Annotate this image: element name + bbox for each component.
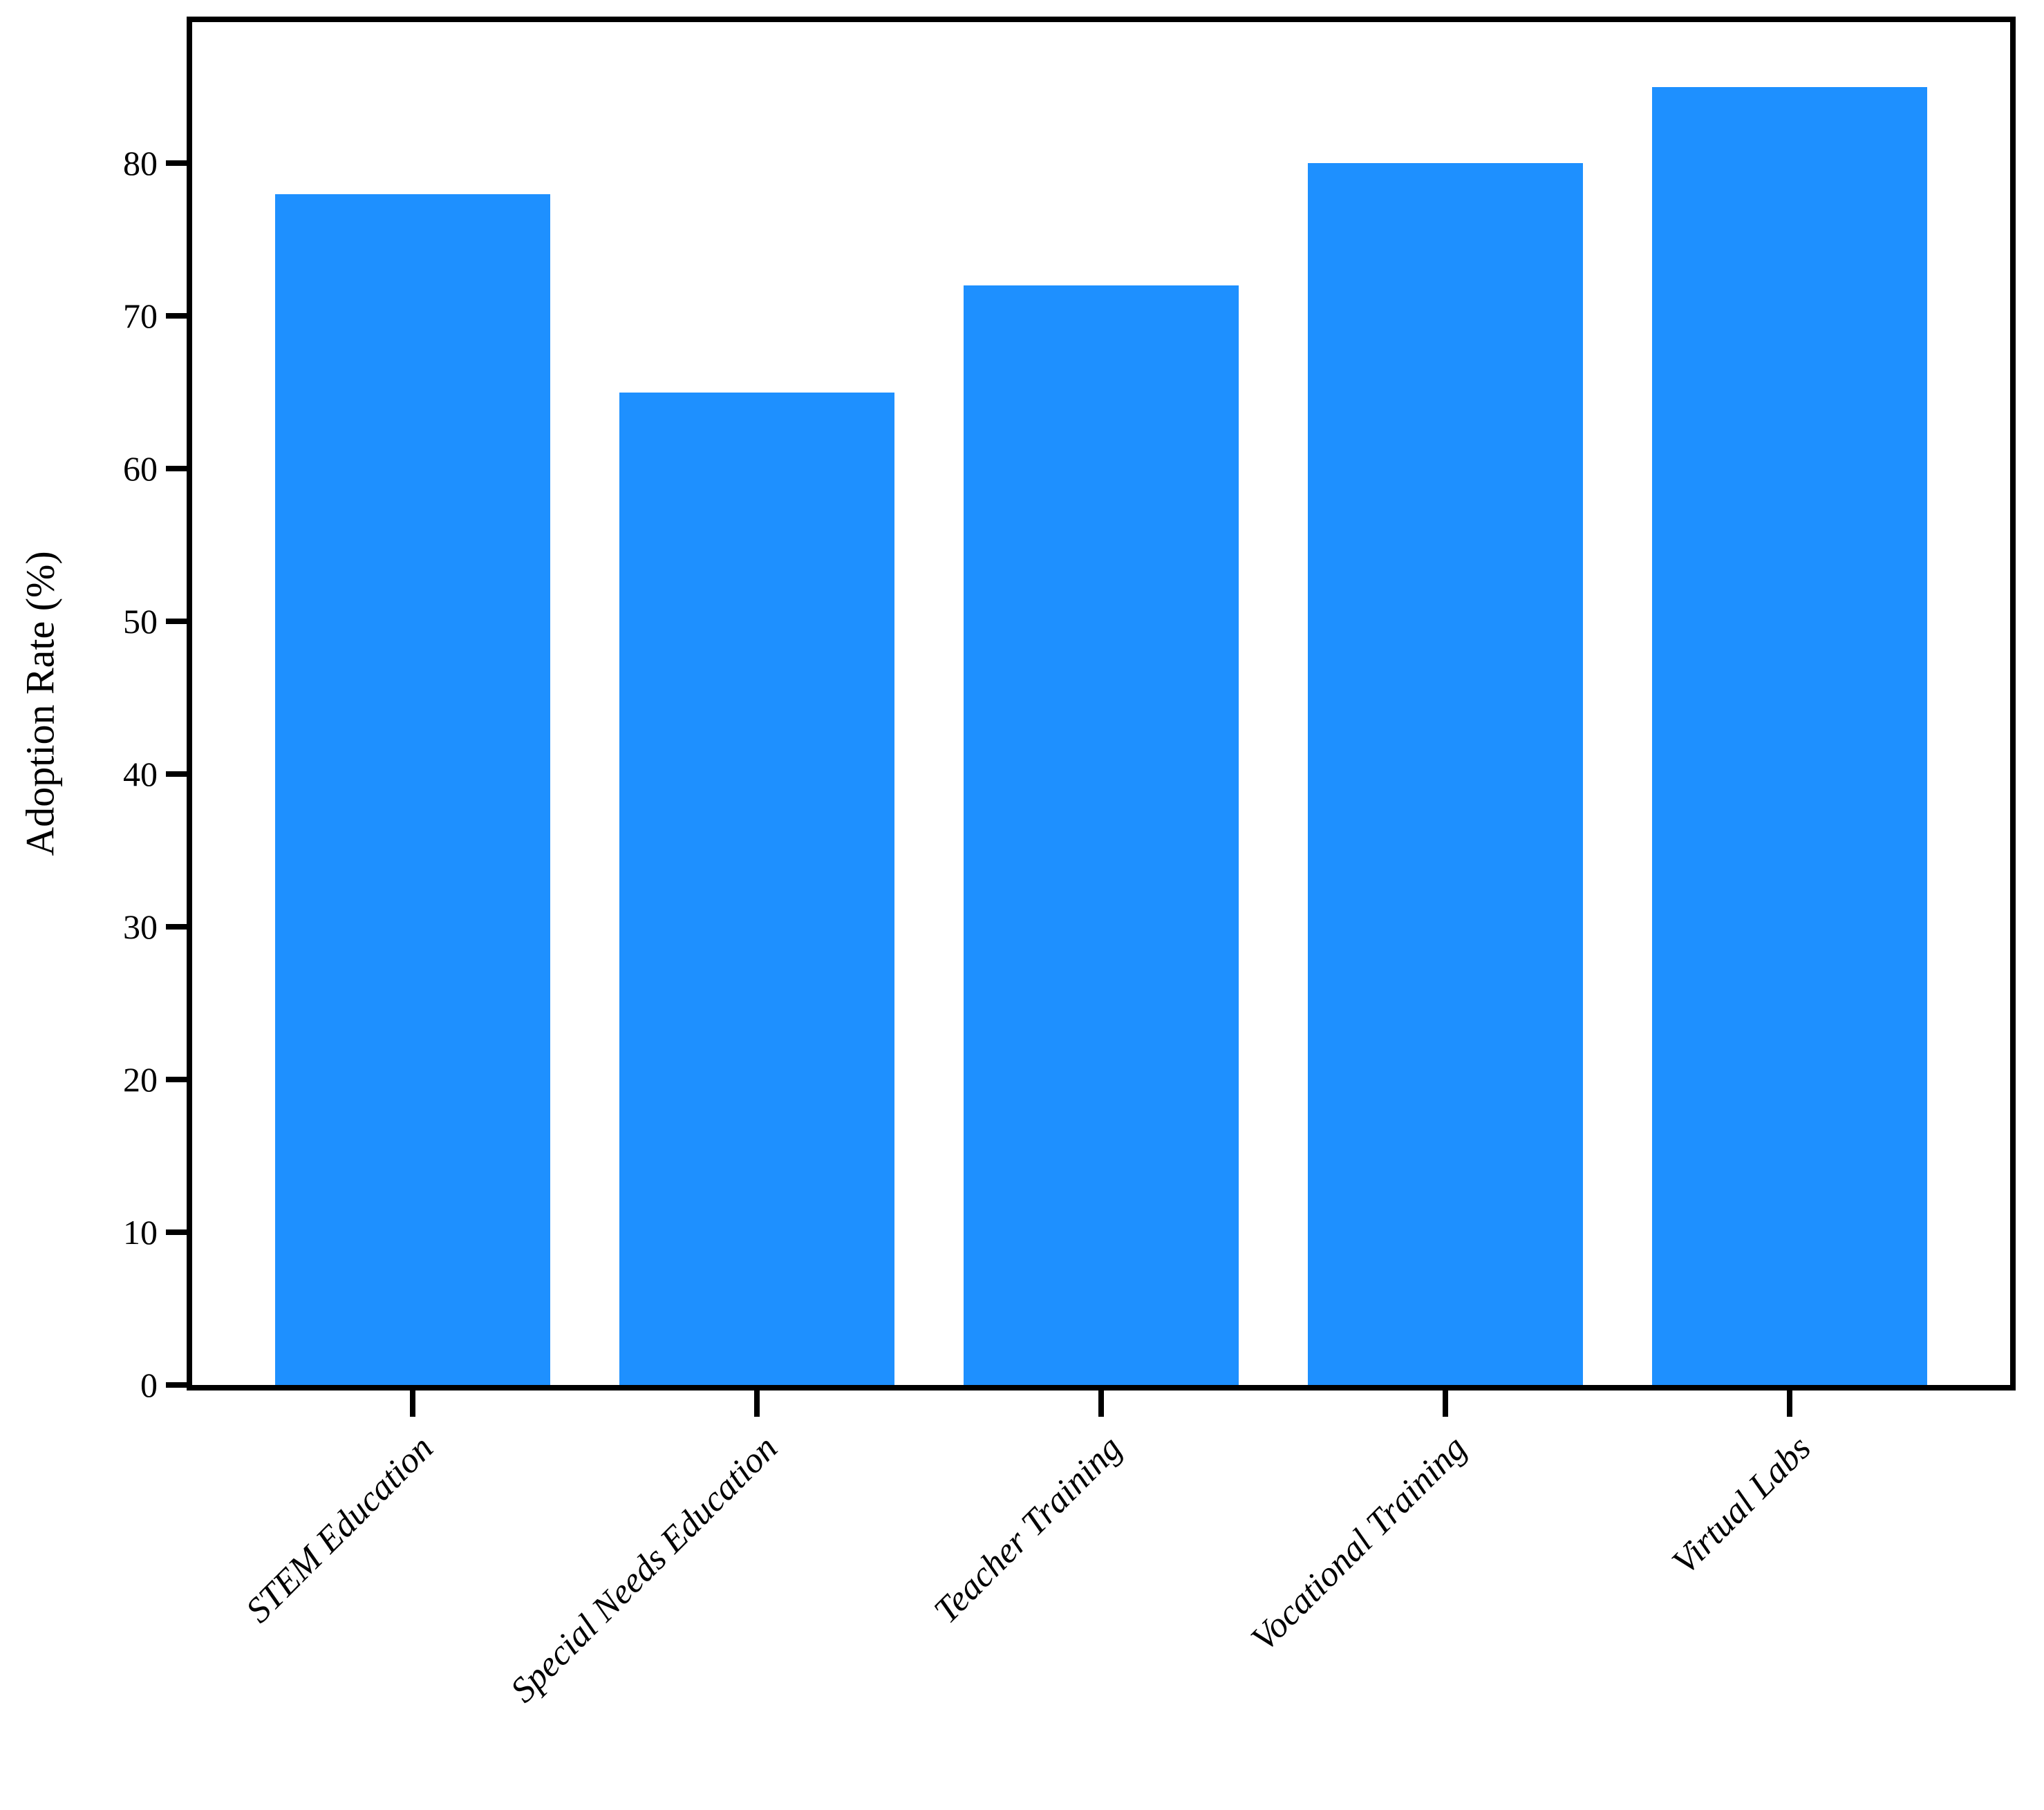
y-tick-mark-30: [166, 924, 192, 930]
y-tick-mark-0: [166, 1382, 192, 1388]
y-tick-mark-70: [166, 313, 192, 319]
y-tick-mark-10: [166, 1229, 192, 1236]
x-tick-label-vocational-training: Vocational Training: [1243, 1428, 1474, 1659]
x-tick-mark-stem-education: [409, 1391, 415, 1417]
y-axis-title: Adoption Rate (%): [17, 551, 63, 856]
y-tick-label-70: 70: [123, 296, 158, 336]
x-tick-mark-special-needs-education: [753, 1391, 760, 1417]
y-tick-mark-50: [166, 619, 192, 625]
y-tick-mark-20: [166, 1077, 192, 1083]
y-tick-label-50: 50: [123, 602, 158, 641]
y-tick-mark-40: [166, 771, 192, 777]
x-tick-label-special-needs-education: Special Needs Education: [503, 1428, 785, 1710]
x-tick-mark-vocational-training: [1443, 1391, 1449, 1417]
x-tick-label-teacher-training: Teacher Training: [926, 1428, 1130, 1632]
bar-stem-education: [274, 194, 551, 1385]
bar-vocational-training: [1307, 163, 1584, 1385]
y-tick-mark-80: [166, 160, 192, 167]
bar-teacher-training: [963, 285, 1239, 1385]
y-tick-label-60: 60: [123, 449, 158, 489]
plot-area: [187, 17, 2016, 1391]
y-tick-label-30: 30: [123, 907, 158, 947]
y-tick-mark-60: [166, 466, 192, 472]
bar-virtual-labs: [1651, 86, 1928, 1385]
x-tick-label-virtual-labs: Virtual Labs: [1664, 1428, 1819, 1583]
bar-special-needs-education: [619, 392, 895, 1385]
x-tick-mark-teacher-training: [1098, 1391, 1104, 1417]
y-tick-label-20: 20: [123, 1060, 158, 1100]
y-tick-label-0: 0: [140, 1366, 158, 1404]
x-tick-label-stem-education: STEM Education: [238, 1428, 441, 1631]
y-tick-label-80: 80: [123, 144, 158, 183]
x-tick-mark-virtual-labs: [1787, 1391, 1793, 1417]
y-tick-label-10: 10: [123, 1213, 158, 1252]
y-tick-label-40: 40: [123, 755, 158, 794]
